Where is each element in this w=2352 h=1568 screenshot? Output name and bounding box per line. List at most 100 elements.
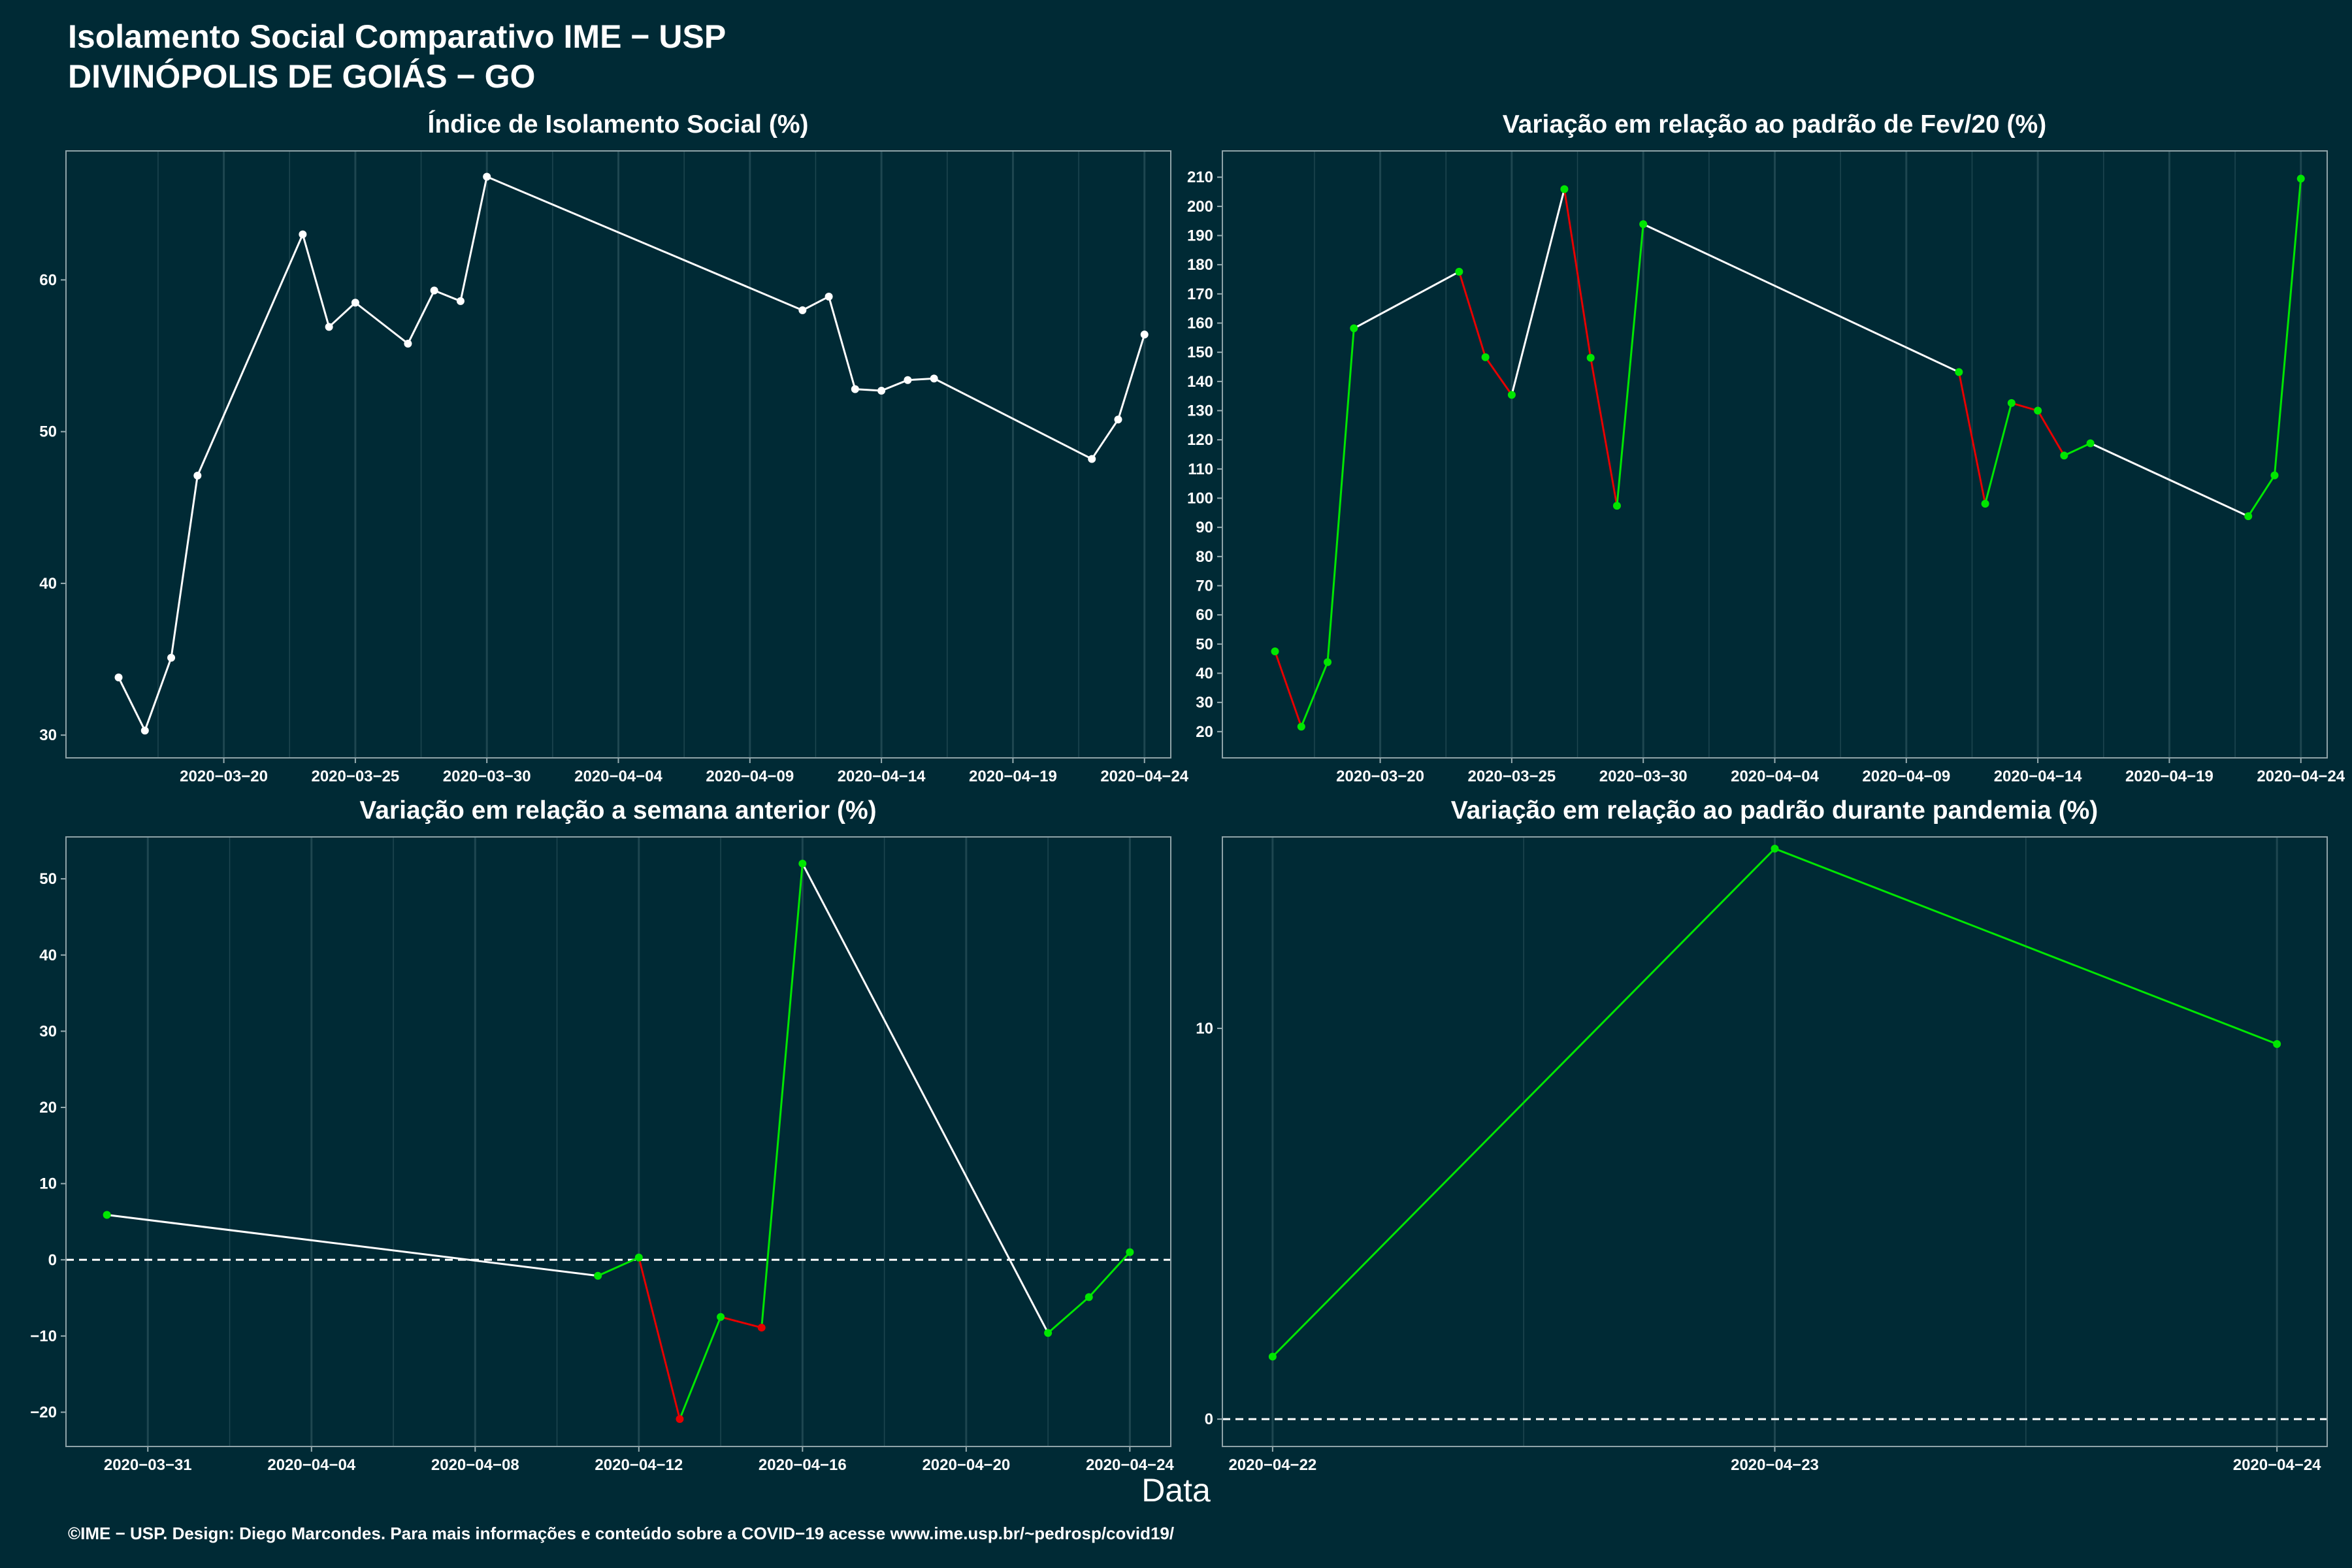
data-point [930, 374, 938, 383]
series-segment [106, 1213, 598, 1277]
data-point [1297, 723, 1305, 731]
series-segment [760, 863, 804, 1328]
x-tick-label: 2020−04−09 [1862, 768, 1950, 785]
data-point [717, 1313, 725, 1321]
y-tick-label: 150 [1187, 344, 1213, 361]
data-point [1271, 647, 1279, 655]
x-tick-label: 2020−04−12 [595, 1456, 683, 1474]
data-point [1324, 658, 1332, 666]
y-tick-label: 50 [39, 870, 57, 888]
series-segment [720, 1316, 762, 1329]
data-point [2034, 406, 2042, 415]
y-tick-label: 90 [1196, 519, 1213, 536]
data-point [1114, 416, 1122, 424]
series-segment [802, 863, 1049, 1333]
series-segment [407, 290, 436, 344]
panel-title: Índice de Isolamento Social (%) [428, 110, 809, 139]
x-tick-label: 2020−04−14 [1994, 768, 2082, 785]
series-segment [196, 234, 304, 476]
x-tick-label: 2020−04−24 [1086, 1456, 1174, 1474]
panel-title: Variação em relação ao padrão durante pa… [1451, 796, 2099, 825]
data-point [2007, 399, 2016, 407]
y-tick-label: 40 [39, 575, 57, 593]
data-point [1085, 1293, 1093, 1301]
data-point [1044, 1329, 1053, 1337]
data-point [1126, 1248, 1134, 1256]
x-tick-label: 2020−04−19 [969, 768, 1057, 785]
y-tick-label: 0 [48, 1251, 57, 1269]
series-segment [1511, 189, 1565, 395]
data-point [325, 323, 333, 331]
series-segment [1271, 847, 1776, 1358]
x-tick-label: 2020−04−24 [2257, 768, 2345, 785]
x-tick-label: 2020−03−25 [311, 768, 399, 785]
y-tick-label: 160 [1187, 315, 1213, 333]
data-point [1481, 353, 1490, 361]
data-point [594, 1271, 602, 1280]
y-tick-label: 30 [39, 727, 57, 744]
x-tick-label: 2020−03−20 [180, 768, 268, 785]
data-point [1268, 1352, 1277, 1361]
data-point [2296, 174, 2305, 183]
x-tick-label: 2020−04−08 [431, 1456, 519, 1474]
figure-subtitle: DIVINÓPOLIS DE GOIÁS − GO [68, 58, 536, 95]
data-point [430, 286, 438, 295]
x-tick-label: 2020−04−04 [574, 768, 662, 785]
y-tick-label: 20 [1196, 723, 1213, 741]
data-point [798, 859, 807, 868]
y-tick-label: 80 [1196, 548, 1213, 566]
y-tick-label: 40 [1196, 664, 1213, 682]
series-segment [881, 379, 908, 392]
x-tick-label: 2020−04−22 [1228, 1456, 1316, 1474]
data-point [404, 339, 412, 348]
y-tick-label: 50 [39, 423, 57, 441]
data-point [193, 472, 202, 480]
x-tick-label: 2020−03−30 [443, 768, 531, 785]
y-tick-label: 180 [1187, 256, 1213, 274]
data-point [904, 376, 912, 384]
x-tick-label: 2020−03−31 [104, 1456, 192, 1474]
series-segment [2273, 178, 2302, 476]
y-tick-label: 20 [39, 1099, 57, 1117]
data-point [1088, 455, 1096, 463]
series-segment [1484, 356, 1513, 396]
x-tick-label: 2020−03−25 [1467, 768, 1556, 785]
x-tick-label: 2020−04−24 [2233, 1456, 2321, 1474]
series-segment [118, 677, 146, 731]
data-point [851, 385, 859, 393]
y-tick-label: 10 [39, 1175, 57, 1193]
chart-panel-2: 2020−03−20 2020−03−25 2020−03−30 2020−04−04… [1187, 110, 2345, 785]
y-tick-label: 40 [39, 947, 57, 964]
series-segment [144, 657, 172, 731]
y-tick-label: 120 [1187, 431, 1213, 449]
data-point [2060, 451, 2068, 460]
data-point [2270, 471, 2279, 480]
series-segment [2011, 402, 2038, 412]
plot-border [1222, 150, 2328, 759]
series-segment [170, 475, 199, 658]
series-segment [855, 388, 882, 392]
series-segment [2247, 474, 2276, 517]
data-point [114, 673, 123, 681]
x-tick-label: 2020−04−24 [1100, 768, 1188, 785]
y-tick-label: 30 [39, 1022, 57, 1040]
chart-panel-4: 2020−04−22 2020−04−23 2020−04−24 0 10 Variaçã… [1196, 796, 2328, 1474]
series-segment [1326, 328, 1355, 662]
data-point [299, 230, 307, 238]
chart-panel-1: 2020−03−20 2020−03−25 2020−03−30 2020−04−04… [39, 110, 1188, 785]
panel-title: Variação em relação ao padrão de Fev/20 … [1503, 110, 2046, 139]
data-point [798, 306, 807, 314]
data-point [1507, 391, 1516, 399]
series-segment [1300, 661, 1329, 727]
series-segment [828, 296, 857, 390]
data-point [167, 653, 176, 662]
data-point [1771, 844, 1779, 853]
series-segment [638, 1257, 681, 1420]
series-segment [301, 234, 331, 327]
data-point [634, 1253, 643, 1262]
panel-title: Variação em relação a semana anterior (%… [359, 796, 876, 825]
y-tick-label: 140 [1187, 373, 1213, 391]
data-point [825, 292, 833, 301]
series-segment [328, 302, 356, 328]
